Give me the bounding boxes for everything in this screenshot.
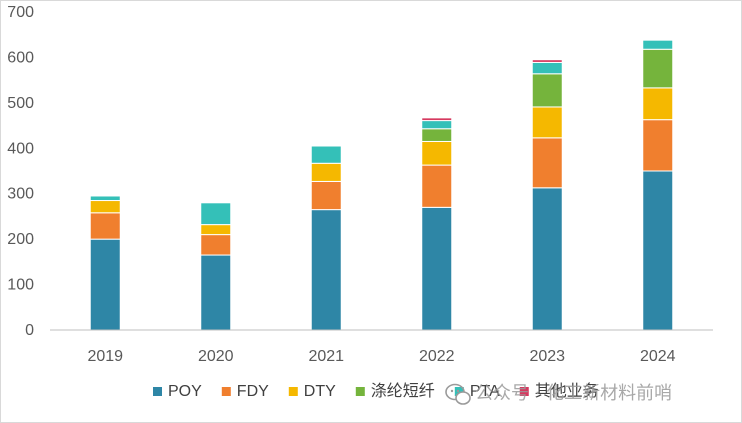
x-tick-label: 2019 <box>87 348 123 365</box>
bar-2022-series-5 <box>421 117 453 122</box>
bar-2019-series-0 <box>89 238 121 331</box>
bars <box>89 39 674 331</box>
bar-2020-series-1 <box>200 234 232 256</box>
bar-2023-series-2 <box>531 106 563 139</box>
bar-2022-series-1 <box>421 164 453 208</box>
legend-label-2: DTY <box>304 383 336 400</box>
bar-2023-series-3 <box>531 73 563 108</box>
bar-2022-series-4 <box>421 120 453 130</box>
legend-swatch-1 <box>221 387 231 396</box>
bar-2022-series-0 <box>421 206 453 331</box>
bar-2020-series-2 <box>200 224 232 236</box>
y-tick-label: 700 <box>7 4 34 21</box>
bar-2019-series-2 <box>89 200 121 214</box>
bar-2024-series-4 <box>642 39 674 50</box>
legend-swatch-5 <box>519 387 529 396</box>
bar-2023-series-5 <box>531 59 563 63</box>
bar-2024-series-2 <box>642 87 674 121</box>
bar-2020-series-0 <box>200 254 232 331</box>
bar-2023-series-1 <box>531 137 563 189</box>
x-tick-label: 2020 <box>198 348 234 365</box>
bar-2019-series-1 <box>89 212 121 240</box>
y-tick-label: 600 <box>7 49 34 66</box>
bar-2021-series-2 <box>310 162 342 182</box>
bar-2022-series-2 <box>421 140 453 166</box>
bar-2022-series-3 <box>421 128 453 142</box>
y-tick-label: 400 <box>7 140 34 157</box>
bar-2024-series-3 <box>642 48 674 89</box>
bar-2021-series-0 <box>310 209 342 331</box>
bar-2023-series-4 <box>531 61 563 75</box>
legend-swatch-4 <box>454 387 464 396</box>
y-tick-label: 100 <box>7 277 34 294</box>
x-tick-label: 2024 <box>640 348 676 365</box>
watermark: 公众号 · 化工新材料前哨 <box>445 383 672 405</box>
bar-2024-series-0 <box>642 170 674 331</box>
legend-swatch-3 <box>355 387 365 396</box>
bar-2021-series-4 <box>310 145 342 164</box>
y-tick-label: 500 <box>7 95 34 112</box>
legend-swatch-0 <box>153 387 162 396</box>
y-tick-label: 300 <box>7 186 34 203</box>
legend-label-1: FDY <box>237 383 269 400</box>
x-tick-label: 2023 <box>529 348 565 365</box>
watermark-text: 公众号 · 化工新材料前哨 <box>475 383 672 404</box>
x-tick-label: 2022 <box>419 348 455 365</box>
y-tick-label: 0 <box>25 322 34 339</box>
y-axis: 0 100 200 300 400 500 600 700 <box>7 4 34 339</box>
x-axis: 2019 2020 2021 2022 2023 2024 <box>87 348 675 365</box>
bar-2020-series-4 <box>200 202 232 226</box>
bar-2021-series-1 <box>310 180 342 211</box>
legend: POY FDY DTY 涤纶短纤 PTA 其他业务 <box>153 382 599 400</box>
y-tick-label: 200 <box>7 231 34 248</box>
wechat-icon <box>445 383 471 405</box>
legend-swatch-2 <box>288 387 298 396</box>
x-tick-label: 2021 <box>308 348 344 365</box>
legend-label-5: 其他业务 <box>535 382 599 400</box>
legend-label-4: PTA <box>470 383 500 400</box>
bar-2023-series-0 <box>531 187 563 331</box>
legend-label-0: POY <box>168 383 202 400</box>
bar-2024-series-1 <box>642 119 674 172</box>
bar-2019-series-4 <box>89 195 121 202</box>
legend-label-3: 涤纶短纤 <box>371 382 435 400</box>
